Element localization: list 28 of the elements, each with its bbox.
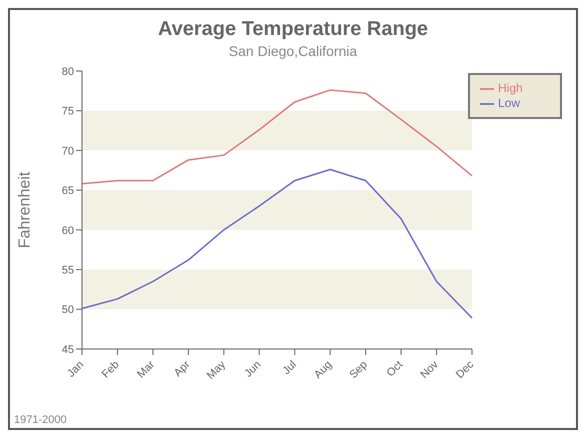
y-tick-label: 45 — [62, 344, 74, 356]
x-tick-label: Nov — [418, 358, 442, 382]
y-tick-label: 60 — [62, 224, 74, 237]
y-tick-label: 55 — [62, 264, 74, 276]
y-tick-label: 65 — [62, 185, 74, 198]
x-tick-label: Mar — [135, 358, 158, 381]
x-tick-label: Jun — [242, 358, 264, 380]
x-tick-label: Dec — [454, 358, 477, 382]
y-axis-title: Fahrenheit — [16, 171, 34, 248]
x-tick-label: Feb — [100, 358, 122, 381]
y-tick-label: 70 — [62, 145, 74, 158]
text: 1971-2000 — [14, 414, 67, 426]
x-tick-label: Sep — [347, 358, 370, 382]
chart-subtitle: San Diego,California — [228, 43, 358, 59]
y-tick-label: 75 — [62, 106, 74, 118]
x-tick-label: May — [204, 358, 228, 382]
x-tick-label: Jul — [280, 358, 299, 378]
x-tick-label: Oct — [384, 358, 406, 380]
x-tick-label: Jan — [65, 358, 86, 380]
line-series — [81, 168, 473, 319]
x-tick-label: Apr — [172, 358, 193, 380]
y-tick-label: 80 — [62, 66, 74, 78]
line-series — [81, 89, 473, 185]
y-tick-label: 50 — [62, 304, 74, 316]
legend-label: Low — [498, 96, 520, 110]
legend-label: High — [498, 81, 523, 95]
x-tick-label: Aug — [312, 358, 334, 382]
chart-title: Average Temperature Range — [156, 18, 430, 41]
